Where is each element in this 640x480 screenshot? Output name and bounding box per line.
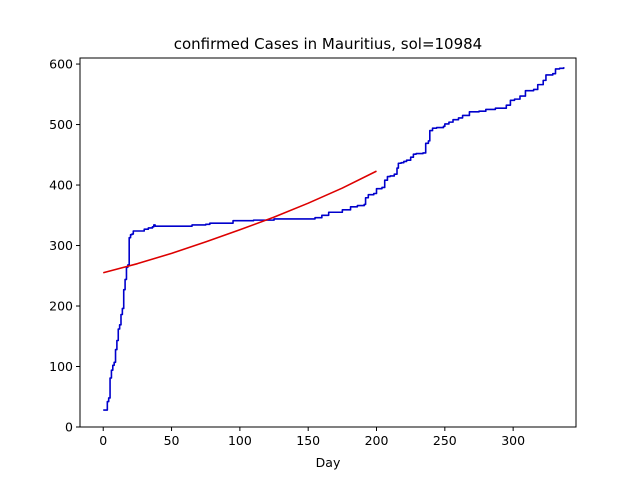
series-line-1 xyxy=(103,67,565,411)
x-tick-label: 50 xyxy=(164,433,180,448)
x-tick-label: 100 xyxy=(228,433,252,448)
y-tick-label: 0 xyxy=(65,420,73,435)
x-tick-label: 200 xyxy=(365,433,389,448)
y-tick-label: 500 xyxy=(49,117,73,132)
chart-title: confirmed Cases in Mauritius, sol=10984 xyxy=(174,35,482,53)
x-axis: 0 50 100 150 200 250 300 xyxy=(99,427,525,448)
y-tick-label: 300 xyxy=(49,238,73,253)
x-tick-label: 0 xyxy=(99,433,107,448)
x-axis-label: Day xyxy=(316,455,341,470)
series-layer xyxy=(103,67,565,411)
x-tick-label: 300 xyxy=(501,433,525,448)
y-tick-label: 600 xyxy=(49,57,73,72)
x-tick-label: 250 xyxy=(433,433,457,448)
y-tick-label: 100 xyxy=(49,359,73,374)
x-tick-label: 150 xyxy=(296,433,320,448)
series-line-2 xyxy=(103,170,377,274)
y-tick-label: 400 xyxy=(49,178,73,193)
y-axis: 0 100 200 300 400 500 600 xyxy=(49,57,80,435)
y-tick-label: 200 xyxy=(49,299,73,314)
plot-frame xyxy=(79,57,577,428)
